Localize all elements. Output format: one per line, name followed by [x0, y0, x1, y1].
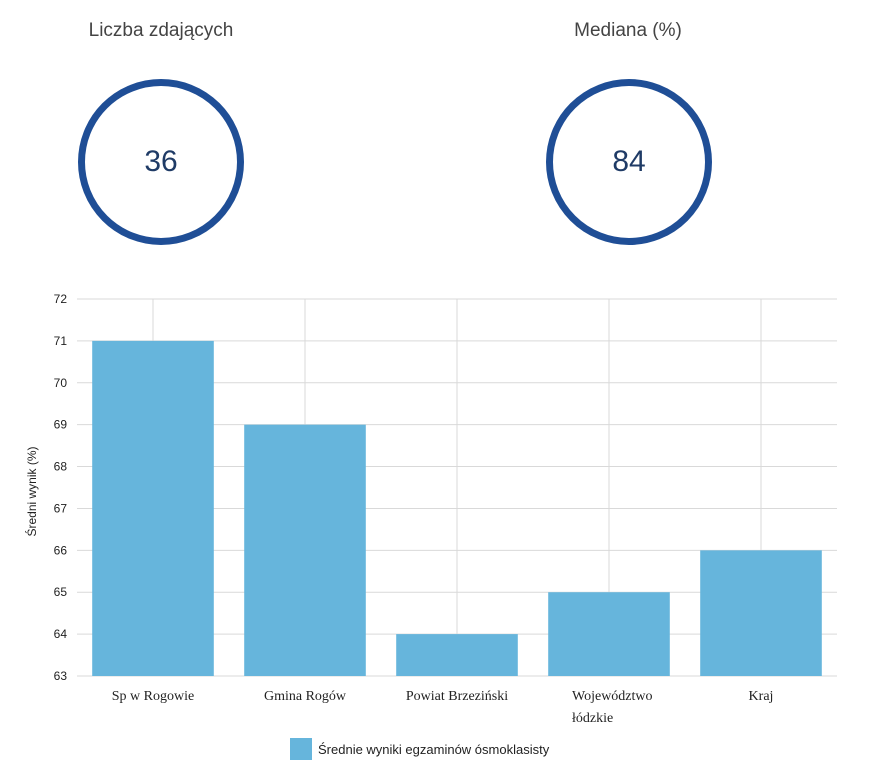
count-ring: 36 — [78, 79, 244, 245]
y-tick-label: 67 — [54, 501, 68, 515]
count-title: Liczba zdających — [88, 20, 234, 41]
y-tick-label: 70 — [54, 376, 68, 390]
count-value: 36 — [144, 145, 178, 178]
y-tick-label: 71 — [54, 334, 68, 348]
x-tick-label: Gmina Rogów — [264, 689, 347, 704]
bar — [244, 424, 366, 676]
y-tick-label: 65 — [54, 585, 68, 599]
median-ring: 84 — [546, 79, 712, 245]
legend-swatch — [290, 738, 312, 760]
y-tick-label: 63 — [54, 669, 68, 683]
y-tick-label: 69 — [54, 418, 68, 432]
x-tick-label: Województwo łódzkie — [572, 689, 653, 726]
bar — [396, 634, 518, 676]
x-tick-label: Powiat Brzeziński — [406, 689, 508, 704]
bar — [548, 592, 670, 676]
y-tick-label: 68 — [54, 460, 68, 474]
legend-label: Średnie wyniki egzaminów ósmoklasisty — [318, 741, 550, 757]
bar — [700, 550, 822, 676]
y-tick-label: 66 — [54, 543, 68, 557]
y-tick-label: 64 — [54, 627, 68, 641]
y-tick-label: 72 — [54, 292, 68, 306]
median-title: Mediana (%) — [574, 20, 682, 41]
x-tick-label: Kraj — [749, 689, 774, 704]
x-tick-label: Sp w Rogowie — [112, 689, 194, 704]
bar — [92, 340, 214, 676]
y-axis-label: Średni wynik (%) — [24, 446, 39, 536]
median-value: 84 — [612, 145, 646, 178]
legend: Średnie wyniki egzaminów ósmoklasisty — [290, 738, 549, 760]
